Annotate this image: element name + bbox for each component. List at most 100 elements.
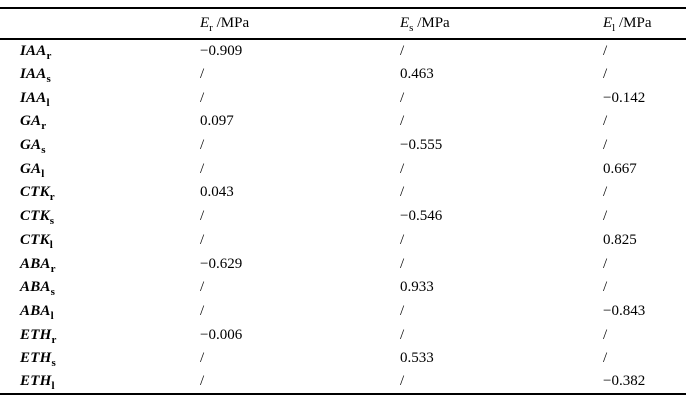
row-label: GAr bbox=[20, 113, 47, 133]
cell-er: / bbox=[200, 231, 205, 248]
cell-er: −0.629 bbox=[200, 255, 243, 272]
row-label: GAl bbox=[20, 160, 45, 180]
row-label: IAAl bbox=[20, 89, 50, 109]
subscript-r: r bbox=[209, 22, 213, 34]
cell-el: / bbox=[603, 255, 608, 272]
row-label-cell: ETHr bbox=[0, 323, 200, 347]
header-corner-cell bbox=[0, 8, 200, 39]
cell-el: / bbox=[603, 279, 608, 296]
row-label: IAAs bbox=[20, 66, 51, 86]
column-header-el: El /MPa bbox=[603, 8, 686, 39]
row-label-cell: ABAs bbox=[0, 276, 200, 300]
table-row-aba-r: ABAr −0.629 / / bbox=[0, 252, 686, 276]
cell-el: / bbox=[603, 184, 608, 201]
cell-el: / bbox=[603, 208, 608, 225]
cell-el: 0.825 bbox=[603, 231, 637, 248]
cell-el: −0.142 bbox=[603, 89, 646, 106]
cell-es: 0.533 bbox=[400, 350, 434, 367]
row-label-cell: GAr bbox=[0, 110, 200, 134]
table-row-ga-s: GAs / −0.555 / bbox=[0, 134, 686, 158]
row-label-cell: CTKl bbox=[0, 229, 200, 253]
table-row-iaa-r: IAAr −0.909 / / bbox=[0, 39, 686, 63]
column-header-er: Er /MPa bbox=[200, 8, 400, 39]
row-label: ABAr bbox=[20, 255, 56, 275]
table-row-ga-r: GAr 0.097 / / bbox=[0, 110, 686, 134]
table-row-iaa-l: IAAl / / −0.142 bbox=[0, 86, 686, 110]
cell-es: / bbox=[400, 326, 405, 343]
cell-el: / bbox=[603, 326, 608, 343]
cell-es: −0.555 bbox=[400, 137, 443, 154]
cell-er: / bbox=[200, 373, 205, 390]
cell-er: / bbox=[200, 89, 205, 106]
table-row-ctk-s: CTKs / −0.546 / bbox=[0, 205, 686, 229]
correlation-table-container: Er /MPa Es /MPa El /MPa IAAr −0.909 / / … bbox=[0, 7, 686, 395]
table-row-ga-l: GAl / / 0.667 bbox=[0, 157, 686, 181]
cell-es: 0.933 bbox=[400, 279, 434, 296]
cell-er: / bbox=[200, 208, 205, 225]
row-label-cell: CTKr bbox=[0, 181, 200, 205]
cell-el: / bbox=[603, 113, 608, 130]
unit-label: /MPa bbox=[615, 15, 652, 31]
cell-es: / bbox=[400, 113, 405, 130]
row-label: ABAs bbox=[20, 279, 56, 299]
cell-es: / bbox=[400, 89, 405, 106]
cell-el: / bbox=[603, 137, 608, 154]
row-label-cell: IAAl bbox=[0, 86, 200, 110]
table-row-eth-s: ETHs / 0.533 / bbox=[0, 347, 686, 371]
cell-er: / bbox=[200, 160, 205, 177]
row-label-cell: ABAl bbox=[0, 300, 200, 324]
row-label-cell: IAAr bbox=[0, 39, 200, 63]
cell-el: 0.667 bbox=[603, 160, 637, 177]
cell-er: / bbox=[200, 302, 205, 319]
row-label-cell: IAAs bbox=[0, 63, 200, 87]
cell-el: / bbox=[603, 42, 608, 59]
cell-es: / bbox=[400, 184, 405, 201]
unit-label: /MPa bbox=[413, 15, 450, 31]
cell-er: 0.097 bbox=[200, 113, 234, 130]
cell-er: −0.909 bbox=[200, 42, 243, 59]
table-row-eth-r: ETHr −0.006 / / bbox=[0, 323, 686, 347]
cell-el: −0.382 bbox=[603, 373, 646, 390]
table-row-aba-l: ABAl / / −0.843 bbox=[0, 300, 686, 324]
table-row-aba-s: ABAs / 0.933 / bbox=[0, 276, 686, 300]
cell-es: / bbox=[400, 42, 405, 59]
correlation-table: Er /MPa Es /MPa El /MPa IAAr −0.909 / / … bbox=[0, 7, 686, 395]
cell-es: −0.546 bbox=[400, 208, 443, 225]
header-row: Er /MPa Es /MPa El /MPa bbox=[0, 8, 686, 39]
subscript-l: l bbox=[612, 22, 616, 34]
row-label-cell: ETHl bbox=[0, 371, 200, 395]
row-label: CTKl bbox=[20, 231, 54, 251]
row-label-cell: GAl bbox=[0, 157, 200, 181]
row-label-cell: ABAr bbox=[0, 252, 200, 276]
row-label-cell: CTKs bbox=[0, 205, 200, 229]
row-label: CTKs bbox=[20, 208, 55, 228]
cell-er: −0.006 bbox=[200, 326, 243, 343]
table-row-eth-l: ETHl / / −0.382 bbox=[0, 371, 686, 395]
symbol-E: E bbox=[603, 15, 613, 31]
cell-es: / bbox=[400, 302, 405, 319]
table-header: Er /MPa Es /MPa El /MPa bbox=[0, 8, 686, 39]
row-label: ABAl bbox=[20, 302, 54, 322]
subscript-s: s bbox=[409, 22, 414, 34]
row-label: GAs bbox=[20, 137, 46, 157]
cell-er: / bbox=[200, 66, 205, 83]
column-header-es: Es /MPa bbox=[400, 8, 603, 39]
row-label: ETHr bbox=[20, 326, 57, 346]
table-body: IAAr −0.909 / / IAAs / 0.463 / IAAl / / … bbox=[0, 39, 686, 395]
cell-er: / bbox=[200, 279, 205, 296]
row-label: CTKr bbox=[20, 184, 55, 204]
symbol-E: E bbox=[400, 15, 410, 31]
cell-es: / bbox=[400, 160, 405, 177]
cell-el: −0.843 bbox=[603, 302, 646, 319]
cell-er: / bbox=[200, 137, 205, 154]
table-row-iaa-s: IAAs / 0.463 / bbox=[0, 63, 686, 87]
cell-er: 0.043 bbox=[200, 184, 234, 201]
cell-es: 0.463 bbox=[400, 66, 434, 83]
cell-es: / bbox=[400, 231, 405, 248]
cell-er: / bbox=[200, 350, 205, 367]
row-label-cell: GAs bbox=[0, 134, 200, 158]
cell-es: / bbox=[400, 373, 405, 390]
row-label-cell: ETHs bbox=[0, 347, 200, 371]
row-label: IAAr bbox=[20, 42, 52, 62]
symbol-E: E bbox=[200, 15, 210, 31]
